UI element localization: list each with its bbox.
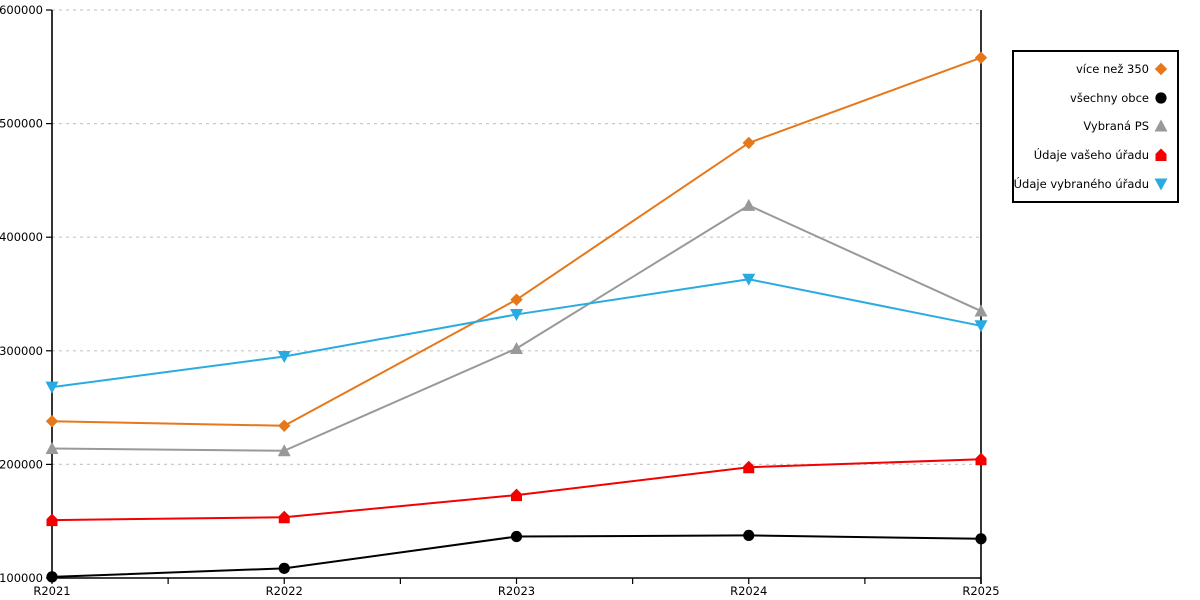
circle-marker: [1155, 92, 1167, 104]
pentagon-up-marker: [278, 510, 290, 524]
y-tick-label: 600000: [0, 3, 43, 17]
series-line: [51, 204, 982, 452]
triangle-up-marker: [742, 198, 756, 211]
legend-item: Vybraná PS: [1018, 119, 1168, 133]
triangle-up-marker: [510, 342, 523, 355]
diamond-marker: [1154, 63, 1168, 76]
series-line: [51, 56, 982, 427]
circle-marker: [46, 571, 58, 583]
triangle-up-marker: [277, 444, 291, 457]
x-tick-label: R2025: [962, 584, 999, 598]
legend-item: všechny obce: [1018, 91, 1168, 105]
triangle-down-marker: [1154, 178, 1168, 191]
pentagon-up-marker: [743, 460, 755, 474]
pentagon-up-marker: [1155, 148, 1167, 162]
y-tick-label: 400000: [0, 230, 43, 244]
x-axis: R2021 R2022 R2023 R2024 R2025: [33, 578, 1000, 598]
legend: více než 350 všechny obce Vybraná PS Údaje …: [1012, 50, 1179, 203]
diamond-icon: [1154, 63, 1168, 76]
legend-item-label: Vybraná PS: [1083, 119, 1149, 134]
y-tick-label: 500000: [0, 117, 43, 131]
legend-item: Údaje vašeho úřadu: [1018, 148, 1168, 162]
y-tick-label: 200000: [0, 457, 43, 471]
legend-item-label: Údaje vašeho úřadu: [1033, 148, 1149, 163]
x-tick-label: R2024: [730, 584, 767, 598]
legend-item-label: Údaje vybraného úřadu: [1013, 176, 1149, 191]
series-1: [46, 529, 987, 583]
diamond-marker: [974, 51, 988, 64]
circle-marker: [975, 533, 987, 545]
legend-item-label: všechny obce: [1070, 90, 1149, 105]
diamond-marker: [278, 419, 291, 432]
y-tick-label: 300000: [0, 344, 43, 358]
diamond-marker: [742, 136, 755, 150]
y-tick-label: 100000: [0, 571, 43, 585]
triangle-down-marker: [510, 308, 523, 321]
legend-item-label: více než 350: [1075, 62, 1149, 77]
x-tick-label: R2021: [33, 584, 70, 598]
pentagon-up-marker: [46, 513, 58, 527]
triangle-down-marker: [277, 350, 291, 363]
triangle-down-icon: [1154, 178, 1168, 191]
pentagon-up-marker: [511, 488, 522, 502]
gridlines: [52, 9, 981, 465]
circle-marker: [278, 562, 290, 574]
legend-item: více než 350: [1018, 62, 1168, 76]
diamond-marker: [510, 293, 523, 306]
series-0: [45, 51, 988, 432]
series-4: [45, 273, 988, 394]
triangle-up-marker: [1154, 119, 1168, 132]
x-tick-label: R2022: [266, 584, 303, 598]
series-2: [45, 198, 988, 457]
pentagon-up-marker: [975, 452, 987, 466]
triangle-down-marker: [974, 320, 988, 333]
circle-marker: [743, 529, 755, 542]
triangle-down-marker: [742, 273, 756, 286]
triangle-up-marker: [45, 441, 59, 454]
triangle-down-marker: [45, 381, 59, 394]
legend-item: Údaje vybraného úřadu: [1014, 177, 1168, 191]
series-3: [46, 452, 987, 527]
circle-icon: [1155, 92, 1167, 104]
pentagon-up-icon: [1155, 148, 1167, 162]
diamond-marker: [45, 415, 59, 428]
triangle-up-marker: [974, 304, 988, 317]
triangle-up-icon: [1154, 119, 1168, 132]
circle-marker: [510, 530, 523, 543]
x-tick-label: R2023: [498, 584, 535, 598]
y-axis: 100000 200000 300000 400000 500000 600000: [0, 3, 52, 585]
